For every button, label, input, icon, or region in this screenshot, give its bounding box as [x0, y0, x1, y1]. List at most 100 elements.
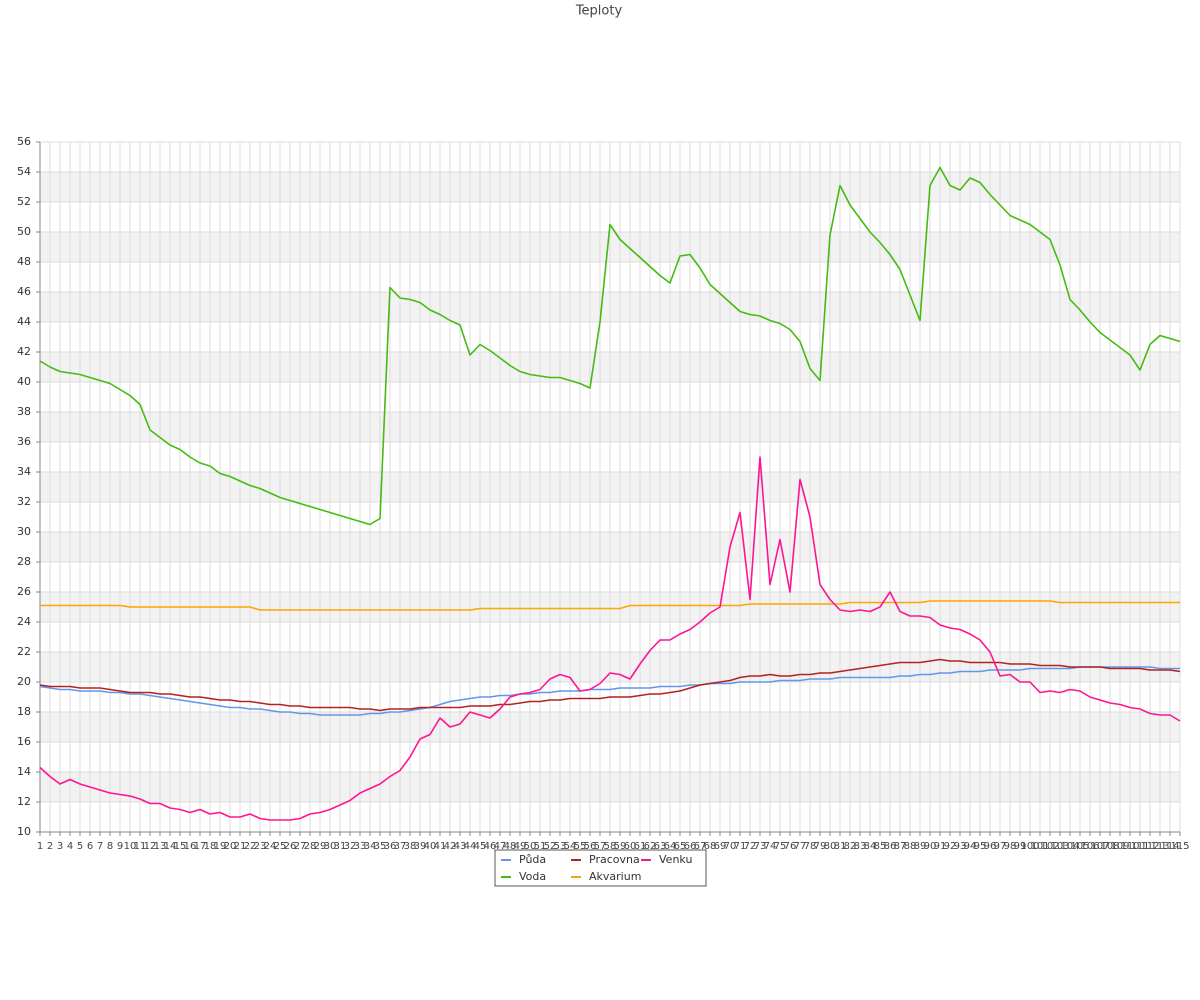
x-tick-label: 109 — [1110, 841, 1129, 852]
x-tick-label: 5 — [77, 841, 83, 852]
y-tick-label: 34 — [17, 465, 31, 478]
x-tick-label: 105 — [1070, 841, 1089, 852]
series-line — [39, 666, 1180, 716]
x-tick-label: 88 — [904, 841, 917, 852]
x-tick-label: 98 — [1004, 841, 1017, 852]
x-tick-label: 114 — [1160, 841, 1179, 852]
x-tick-label: 112 — [1140, 841, 1159, 852]
x-tick-label: 92 — [944, 841, 957, 852]
x-tick-label: 7 — [97, 841, 103, 852]
x-tick-label: 4 — [67, 841, 73, 852]
x-tick-label: 29 — [314, 841, 327, 852]
x-tick-label: 36 — [384, 841, 397, 852]
x-tick-label: 44 — [464, 841, 477, 852]
x-tick-label: 80 — [824, 841, 837, 852]
x-tick-label: 43 — [454, 841, 467, 852]
x-tick-label: 113 — [1150, 841, 1169, 852]
x-tick-label: 100 — [1020, 841, 1039, 852]
x-tick-label: 47 — [494, 841, 507, 852]
legend-label: Voda — [519, 870, 546, 883]
x-tick-label: 102 — [1040, 841, 1059, 852]
x-tick-label: 70 — [724, 841, 737, 852]
x-tick-label: 85 — [874, 841, 887, 852]
y-tick-label: 40 — [17, 375, 31, 388]
x-tick-label: 34 — [364, 841, 377, 852]
x-tick-label: 2 — [47, 841, 53, 852]
x-tick-label: 84 — [864, 841, 877, 852]
x-tick-label: 54 — [564, 841, 577, 852]
y-tick-label: 36 — [17, 435, 31, 448]
x-tick-label: 49 — [514, 841, 527, 852]
y-tick-label: 24 — [17, 615, 31, 628]
x-tick-label: 95 — [974, 841, 987, 852]
x-tick-label: 62 — [644, 841, 657, 852]
x-tick-label: 69 — [714, 841, 727, 852]
x-tick-label: 87 — [894, 841, 907, 852]
x-tick-label: 61 — [634, 841, 647, 852]
x-tick-label: 6 — [87, 841, 93, 852]
x-tick-label: 53 — [554, 841, 567, 852]
x-tick-label: 110 — [1120, 841, 1139, 852]
x-tick-label: 64 — [664, 841, 677, 852]
x-tick-label: 106 — [1080, 841, 1099, 852]
y-tick-label: 44 — [17, 315, 31, 328]
x-tick-label: 35 — [374, 841, 387, 852]
legend-label: Venku — [659, 853, 692, 866]
x-tick-label: 27 — [294, 841, 307, 852]
x-tick-label: 107 — [1090, 841, 1109, 852]
x-tick-label: 18 — [204, 841, 217, 852]
x-tick-label: 22 — [244, 841, 257, 852]
x-tick-label: 59 — [614, 841, 627, 852]
x-tick-label: 79 — [814, 841, 827, 852]
x-tick-label: 56 — [584, 841, 597, 852]
x-tick-label: 1 — [37, 841, 43, 852]
x-tick-label: 26 — [284, 841, 297, 852]
x-tick-label: 51 — [534, 841, 547, 852]
x-tick-label: 111 — [1130, 841, 1149, 852]
x-tick-label: 39 — [414, 841, 427, 852]
x-tick-label: 58 — [604, 841, 617, 852]
x-tick-label: 15 — [174, 841, 187, 852]
x-tick-label: 12 — [144, 841, 157, 852]
y-tick-label: 52 — [17, 195, 31, 208]
x-tick-label: 65 — [674, 841, 687, 852]
x-tick-label: 97 — [994, 841, 1007, 852]
x-tick-label: 81 — [834, 841, 847, 852]
x-tick-label: 60 — [624, 841, 637, 852]
x-tick-label: 17 — [194, 841, 207, 852]
x-tick-label: 103 — [1050, 841, 1069, 852]
x-tick-label: 55 — [574, 841, 587, 852]
series-line — [39, 166, 1181, 526]
x-tick-label: 57 — [594, 841, 607, 852]
x-tick-label: 40 — [424, 841, 437, 852]
series-line — [39, 658, 1181, 712]
x-tick-label: 31 — [334, 841, 347, 852]
x-tick-label: 3 — [57, 841, 63, 852]
x-tick-label: 104 — [1060, 841, 1079, 852]
x-tick-label: 73 — [754, 841, 767, 852]
chart-title: Teploty — [575, 4, 623, 19]
y-tick-label: 22 — [17, 645, 31, 658]
y-tick-label: 26 — [17, 585, 31, 598]
x-tick-label: 74 — [764, 841, 777, 852]
x-tick-label: 41 — [434, 841, 447, 852]
x-tick-label: 108 — [1100, 841, 1119, 852]
series-line — [40, 600, 1180, 611]
x-tick-label: 89 — [914, 841, 927, 852]
legend-label: Pracovna — [589, 853, 640, 866]
y-tick-label: 28 — [17, 555, 31, 568]
x-tick-label: 14 — [164, 841, 177, 852]
x-tick-label: 82 — [844, 841, 857, 852]
x-tick-label: 23 — [254, 841, 267, 852]
legend-box — [494, 849, 707, 887]
x-tick-label: 78 — [804, 841, 817, 852]
legend-label: Půda — [519, 853, 546, 866]
y-tick-label: 54 — [17, 165, 31, 178]
x-tick-label: 37 — [394, 841, 407, 852]
y-tick-label: 32 — [17, 495, 31, 508]
y-tick-label: 42 — [17, 345, 31, 358]
x-tick-label: 20 — [224, 841, 237, 852]
y-tick-label: 46 — [17, 285, 31, 298]
x-tick-label: 28 — [304, 841, 317, 852]
x-tick-label: 71 — [734, 841, 747, 852]
